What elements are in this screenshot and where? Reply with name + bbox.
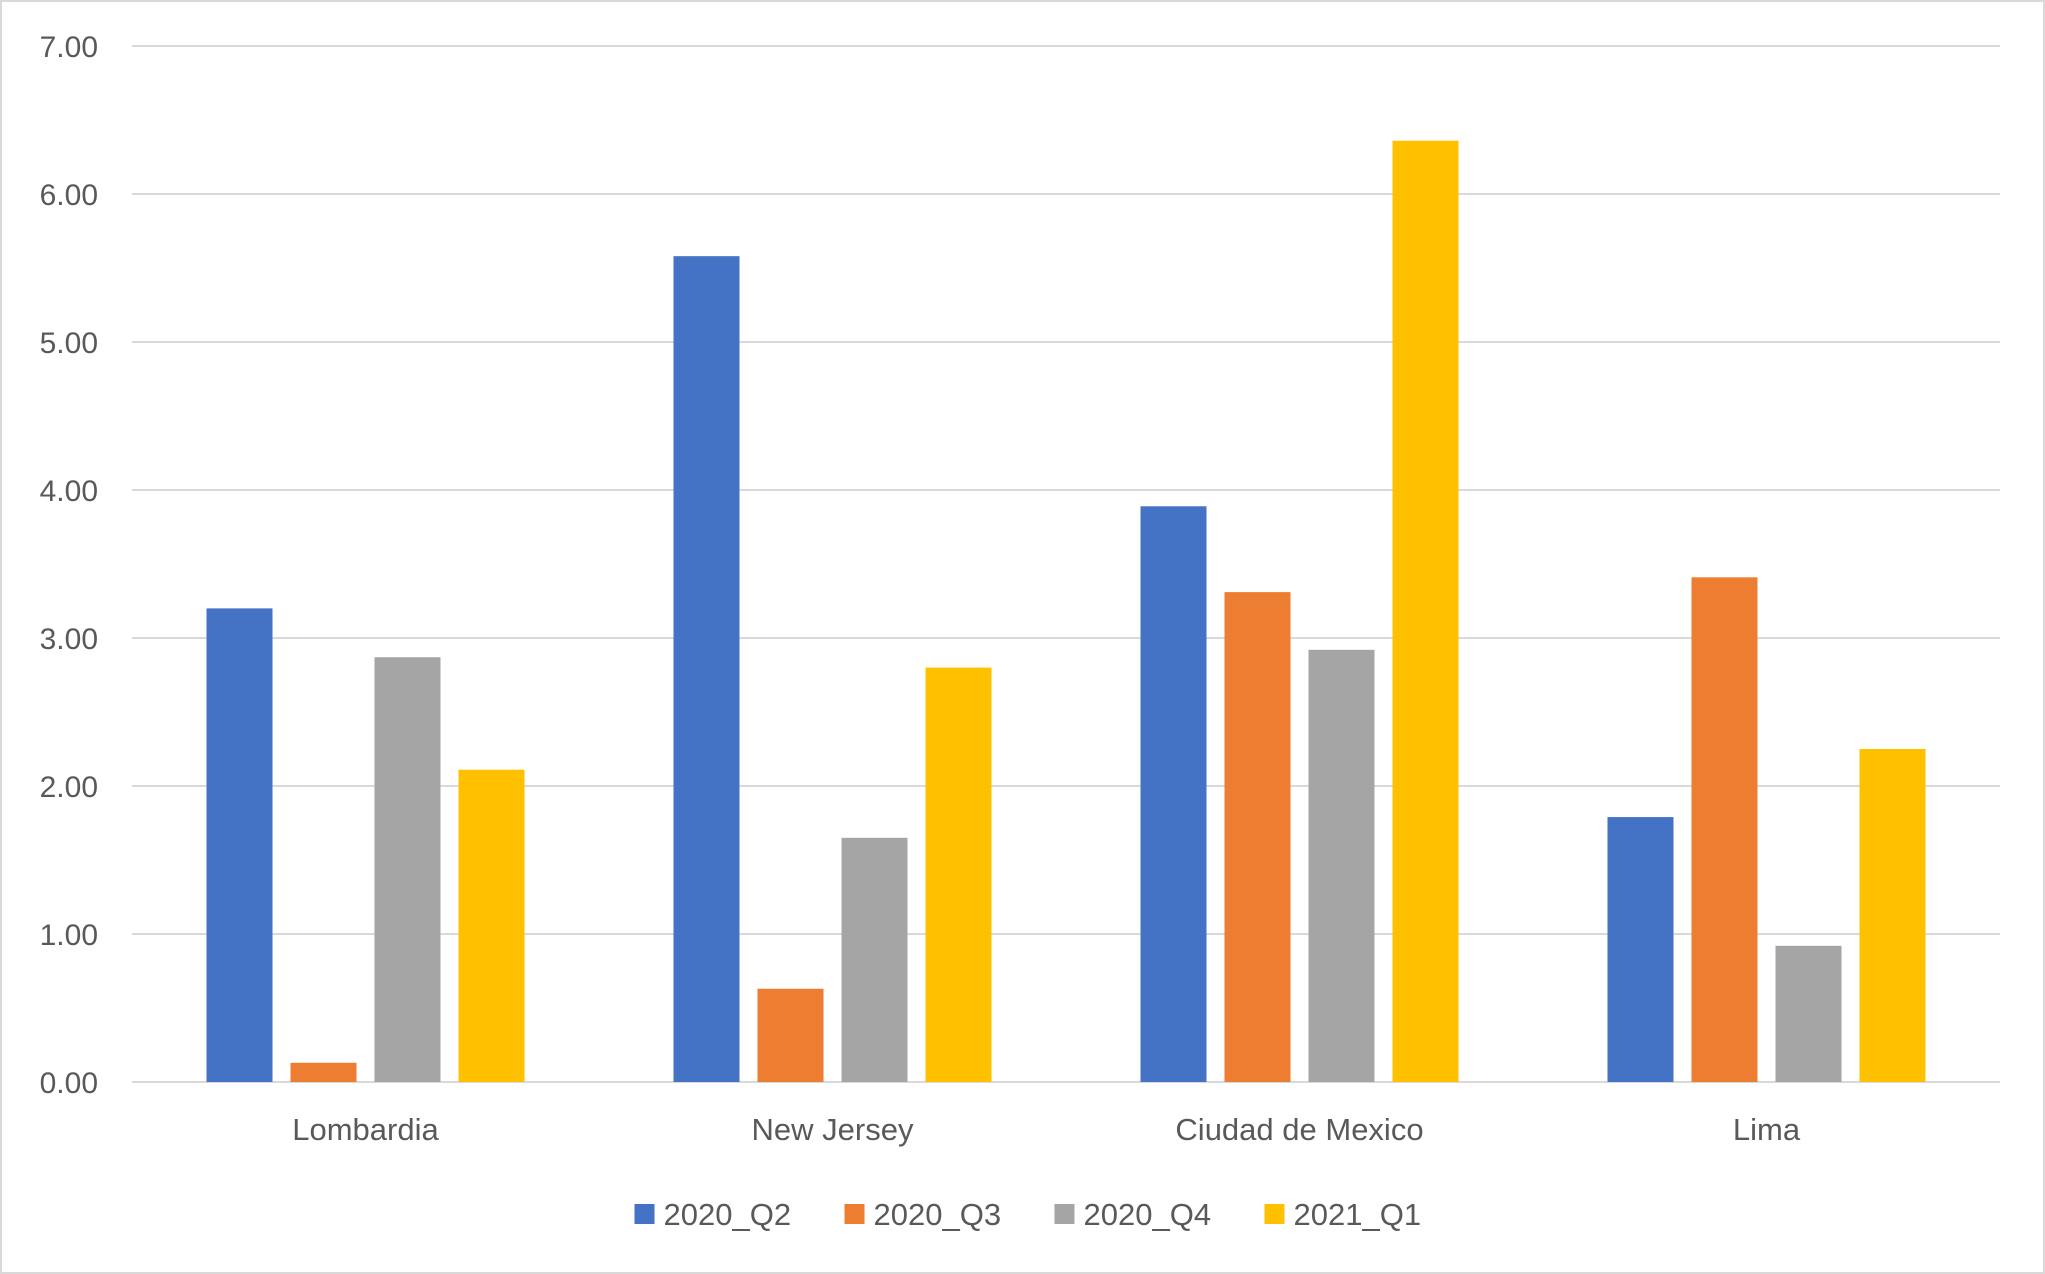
legend: 2020_Q2 2020_Q3 2020_Q4 2021_Q1 [634, 1197, 1422, 1232]
gridlines [132, 45, 2000, 1083]
bar-2020_Q3-lombardia [290, 1062, 357, 1082]
bars [206, 140, 1926, 1083]
legend-swatch [1264, 1204, 1285, 1224]
bar-2020_Q3-ciudad-de-mexico [1224, 592, 1291, 1082]
y-tick-label: 6.00 [40, 179, 98, 212]
legend-label: 2020_Q4 [1084, 1197, 1212, 1232]
legend-label: 2020_Q3 [874, 1197, 1002, 1232]
bar-2020_Q2-lima [1607, 817, 1674, 1082]
legend-swatch [844, 1204, 865, 1224]
x-axis-categories: Lombardia New Jersey Ciudad de Mexico Lima [292, 1112, 1801, 1147]
y-tick-label: 1.00 [40, 919, 98, 952]
x-category-label: Ciudad de Mexico [1175, 1112, 1423, 1147]
bar-2020_Q4-lima [1775, 945, 1842, 1082]
legend-label: 2021_Q1 [1294, 1197, 1422, 1232]
legend-item-2020_Q4: 2020_Q4 [1054, 1197, 1212, 1232]
y-axis-ticks: 0.00 1.00 2.00 3.00 4.00 5.00 6.00 7.00 [40, 31, 98, 1100]
legend-swatch [634, 1204, 655, 1224]
bar-2020_Q4-lombardia [374, 657, 441, 1082]
bar-2020_Q2-ciudad-de-mexico [1140, 506, 1207, 1082]
y-tick-label: 2.00 [40, 771, 98, 804]
legend-swatch [1054, 1204, 1075, 1224]
bar-2020_Q3-lima [1691, 577, 1758, 1082]
bar-2020_Q4-new-jersey [841, 837, 908, 1082]
legend-item-2020_Q2: 2020_Q2 [634, 1197, 792, 1232]
bar-2020_Q3-new-jersey [757, 988, 824, 1082]
bar-2020_Q4-ciudad-de-mexico [1308, 649, 1375, 1082]
bar-2020_Q2-new-jersey [673, 256, 740, 1082]
y-tick-label: 0.00 [40, 1067, 98, 1100]
legend-label: 2020_Q2 [664, 1197, 792, 1232]
bar-2021_Q1-lombardia [458, 769, 525, 1082]
y-tick-label: 5.00 [40, 327, 98, 360]
legend-item-2020_Q3: 2020_Q3 [844, 1197, 1002, 1232]
y-tick-label: 7.00 [40, 31, 98, 64]
y-tick-label: 4.00 [40, 475, 98, 508]
bar-2021_Q1-ciudad-de-mexico [1392, 140, 1459, 1083]
x-category-label: New Jersey [752, 1112, 914, 1147]
bar-2020_Q2-lombardia [206, 608, 273, 1082]
x-category-label: Lombardia [292, 1112, 439, 1147]
legend-item-2021_Q1: 2021_Q1 [1264, 1197, 1422, 1232]
y-tick-label: 3.00 [40, 623, 98, 656]
bar-2021_Q1-new-jersey [925, 667, 992, 1082]
x-category-label: Lima [1733, 1112, 1801, 1147]
bar-2021_Q1-lima [1859, 749, 1926, 1082]
